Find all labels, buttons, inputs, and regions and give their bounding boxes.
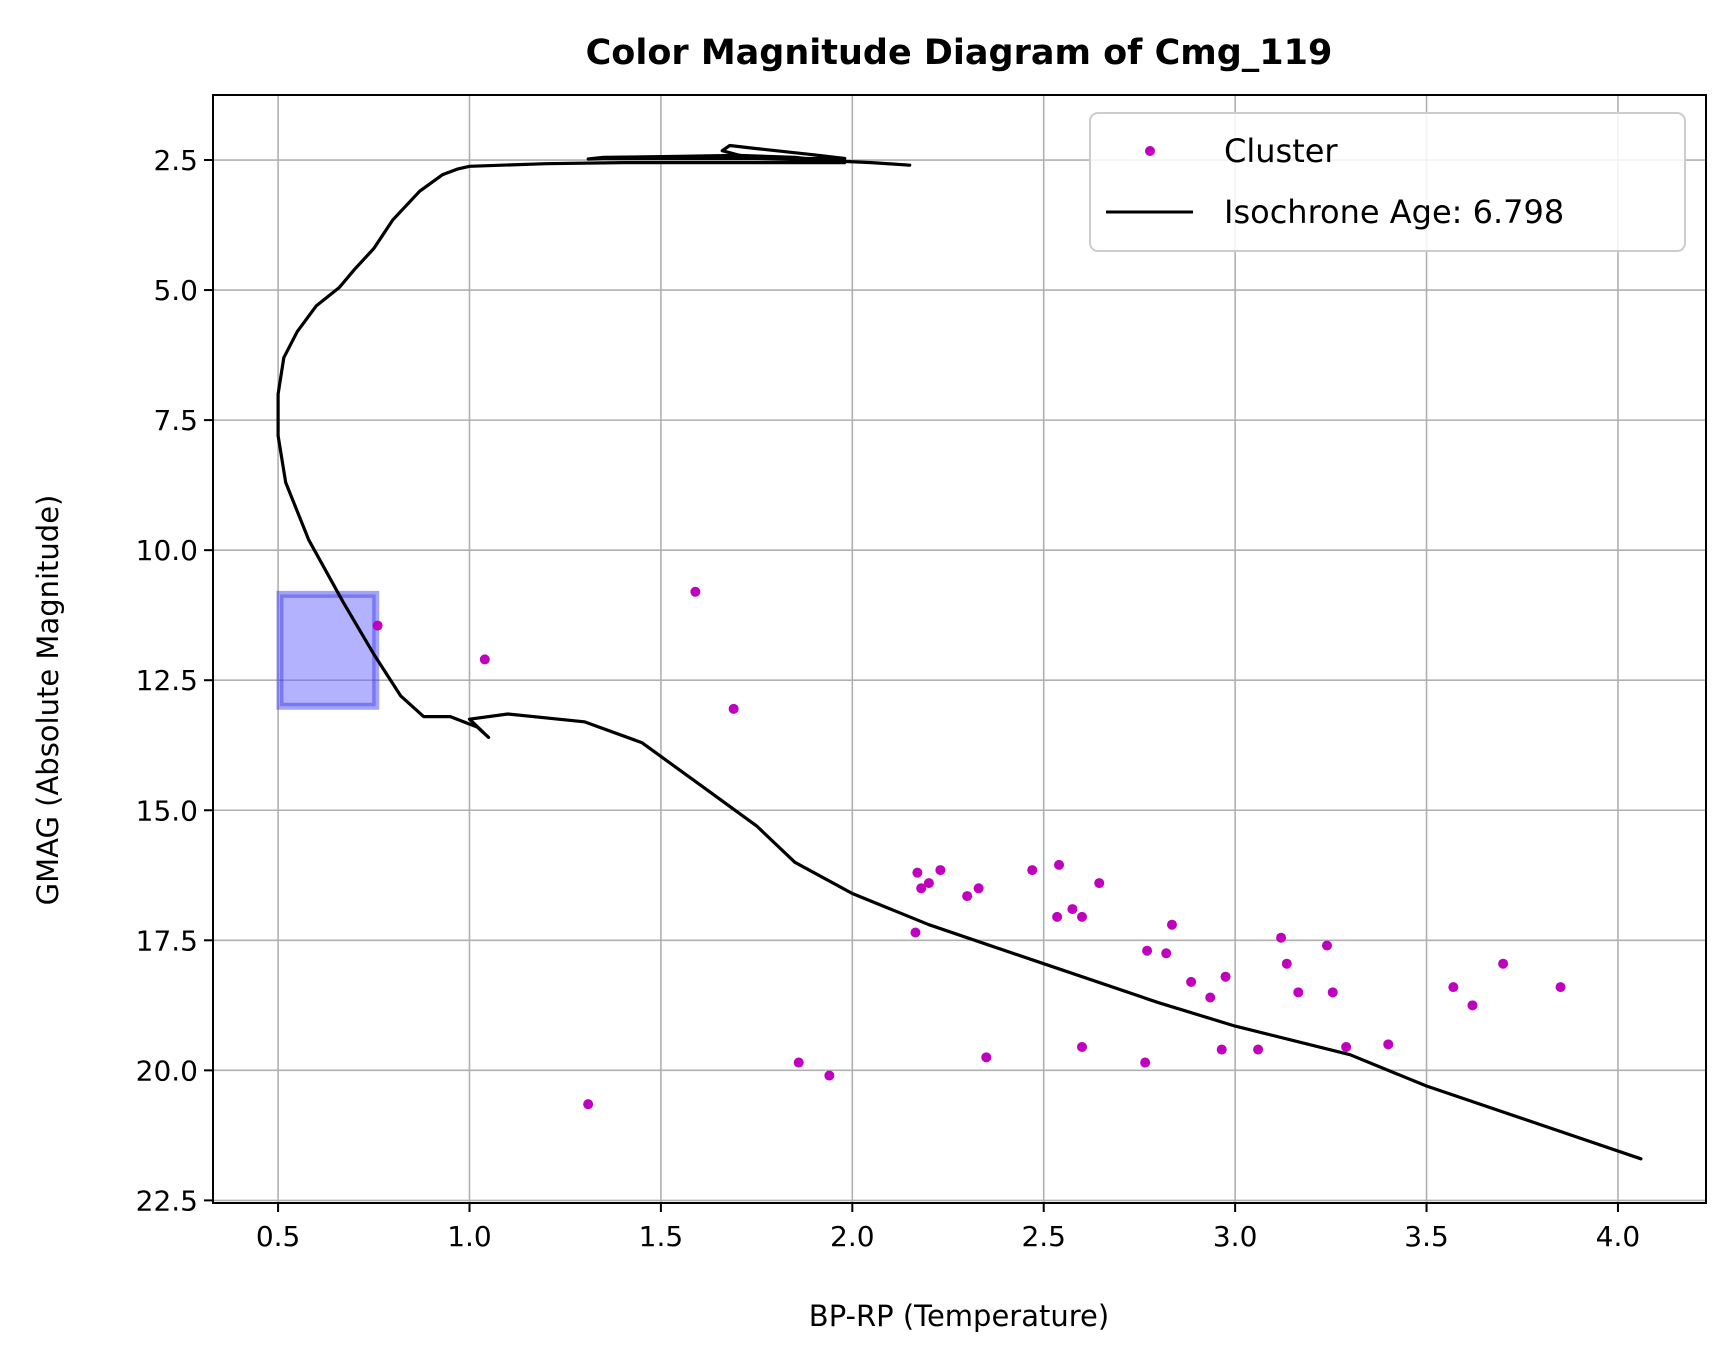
isochrone-line (276, 143, 1643, 1161)
cluster-point (1220, 971, 1231, 982)
cluster-point (1383, 1039, 1394, 1050)
cluster-point (793, 1057, 804, 1068)
cluster-points (372, 586, 1566, 1110)
y-tick-label: 10.0 (136, 534, 198, 567)
legend: Cluster Isochrone Age: 6.798 (1089, 112, 1686, 252)
plot-frame (212, 94, 1707, 1204)
x-tick-label: 4.0 (1596, 1220, 1641, 1253)
cluster-point (962, 891, 973, 902)
cluster-point (1027, 865, 1038, 876)
cluster-point (981, 1052, 992, 1063)
cluster-point (910, 927, 921, 938)
cluster-point (1276, 932, 1287, 943)
cluster-point (824, 1070, 835, 1081)
cluster-point (1077, 1041, 1088, 1052)
cluster-point (1054, 859, 1065, 870)
cluster-point (973, 883, 984, 894)
x-axis-label: BP-RP (Temperature) (809, 1299, 1109, 1333)
legend-marker-cluster (1145, 146, 1155, 156)
cluster-point (1281, 958, 1292, 969)
cluster-point (1140, 1057, 1151, 1068)
cluster-point (1161, 948, 1172, 959)
cluster-point (1322, 940, 1333, 951)
x-tick-label: 0.5 (256, 1220, 301, 1253)
cluster-point (1067, 904, 1078, 915)
axis-ticks: 0.5 1.0 1.5 2.0 2.5 3.0 3.5 4.0 2.5 5.0 7.5 10.0 12.… (136, 144, 1641, 1253)
cluster-point (912, 867, 923, 878)
cluster-point (923, 878, 934, 889)
cluster-point (1253, 1044, 1264, 1055)
y-tick-label: 22.5 (136, 1184, 198, 1217)
y-tick-label: 2.5 (153, 144, 198, 177)
y-tick-label: 17.5 (136, 924, 198, 957)
cluster-point (1205, 992, 1216, 1003)
cluster-point (728, 703, 739, 714)
y-tick-label: 12.5 (136, 664, 198, 697)
gridlines (213, 95, 1706, 1203)
legend-box (1089, 112, 1686, 252)
cluster-point (1216, 1044, 1227, 1055)
cluster-point (1142, 945, 1153, 956)
cluster-point (1166, 919, 1177, 930)
cluster-point (1327, 987, 1338, 998)
cluster-point (479, 654, 490, 665)
isochrone-layer (276, 143, 1643, 1161)
x-tick-label: 3.5 (1404, 1220, 1449, 1253)
x-tick-label: 1.0 (447, 1220, 492, 1253)
legend-label-isochrone: Isochrone Age: 6.798 (1224, 193, 1564, 231)
x-tick-label: 2.5 (1021, 1220, 1066, 1253)
cluster-point (690, 586, 701, 597)
cluster-point (372, 620, 383, 631)
cluster-point (1341, 1041, 1352, 1052)
chart-title: Color Magnitude Diagram of Cmg_119 (586, 33, 1333, 73)
cluster-point (1094, 878, 1105, 889)
y-tick-label: 20.0 (136, 1054, 198, 1087)
cluster-point (583, 1099, 594, 1110)
cluster-point (1555, 982, 1566, 993)
y-tick-label: 7.5 (153, 404, 198, 437)
cluster-point (1052, 911, 1063, 922)
x-tick-label: 3.0 (1213, 1220, 1258, 1253)
cluster-point (935, 865, 946, 876)
cluster-point (1293, 987, 1304, 998)
cluster-point (1498, 958, 1509, 969)
x-tick-label: 1.5 (639, 1220, 684, 1253)
y-tick-label: 15.0 (136, 794, 198, 827)
highlight-rect (276, 590, 380, 710)
x-tick-label: 2.0 (830, 1220, 875, 1253)
cluster-point (1467, 1000, 1478, 1011)
legend-label-cluster: Cluster (1224, 132, 1338, 170)
highlight-region (276, 590, 380, 710)
cluster-point (916, 883, 927, 894)
cluster-point (1448, 982, 1459, 993)
y-tick-label: 5.0 (153, 274, 198, 307)
cluster-point (1186, 976, 1197, 987)
y-axis-label: GMAG (Absolute Magnitude) (31, 495, 65, 906)
cluster-point (1077, 911, 1088, 922)
